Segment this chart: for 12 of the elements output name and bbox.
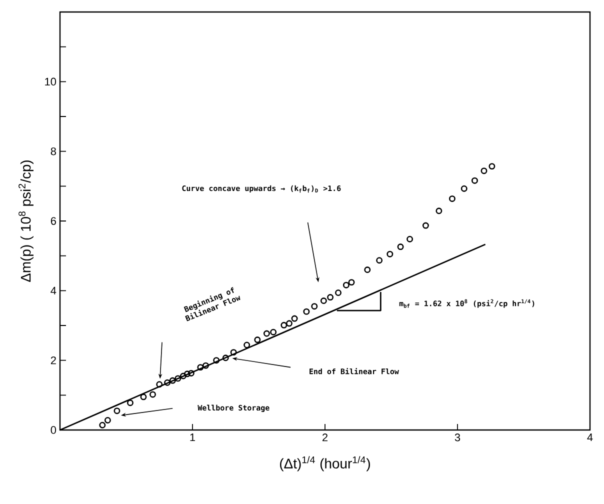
x-axis-title: (Δt)$^{1/4}$ (hour$^{1/4}$) xyxy=(280,456,370,472)
y-tick-label: 4 xyxy=(50,286,56,294)
x-tick-label: 3 xyxy=(454,434,460,442)
y-tick-label: 6 xyxy=(50,217,56,225)
x-tick-label: 4 xyxy=(587,434,593,442)
x-tick-label: 1 xyxy=(190,434,196,442)
x-tick-label: 2 xyxy=(322,434,328,442)
y-axis-title: Δm(p) ( 10$^{8}$ psi$^{2}$/cp) xyxy=(18,160,34,282)
y-tick-label: 2 xyxy=(50,356,56,364)
y-tick-label: 8 xyxy=(50,147,56,156)
y-tick-label: 10 xyxy=(45,78,56,86)
y-tick-label: 0 xyxy=(50,426,56,434)
